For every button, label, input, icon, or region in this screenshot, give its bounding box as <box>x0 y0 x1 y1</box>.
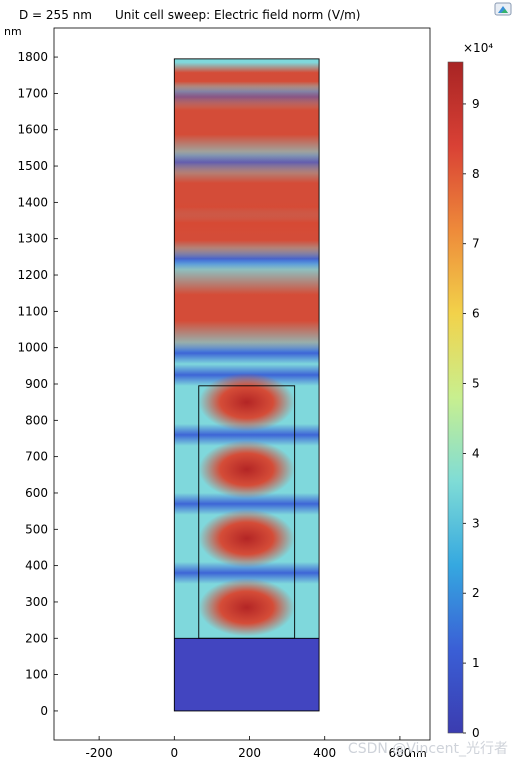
field-node <box>174 561 320 584</box>
colorbar-tick-label: 4 <box>472 446 480 460</box>
field-node <box>174 492 320 515</box>
colorbar-tick-label: 6 <box>472 307 480 321</box>
watermark: CSDN @Vincent_光行者 <box>347 741 508 757</box>
y-tick-label: 1700 <box>17 86 48 100</box>
field-band <box>174 202 320 261</box>
y-tick-label: 600 <box>25 486 48 500</box>
y-tick-label: 500 <box>25 522 48 536</box>
x-tick-label: 400 <box>313 746 336 760</box>
y-tick-label: 300 <box>25 595 48 609</box>
x-tick-label: 200 <box>238 746 261 760</box>
y-tick-label: 1600 <box>17 123 48 137</box>
plot-title: Unit cell sweep: Electric field norm (V/… <box>115 8 361 22</box>
parameter-label: D = 255 nm <box>19 8 92 22</box>
colorbar-tick-label: 7 <box>472 237 480 251</box>
colorbar-gradient <box>447 61 464 734</box>
field-hotspot <box>198 509 295 568</box>
y-tick-label: 1500 <box>17 159 48 173</box>
zoom-extents-icon[interactable] <box>494 2 512 16</box>
x-axis-unit: nm <box>409 747 427 760</box>
colorbar-tick-label: 3 <box>472 516 480 530</box>
colorbar-tick-label: 1 <box>472 656 480 670</box>
colorbar-multiplier: ×10⁴ <box>463 41 493 55</box>
x-tick-label: 600 <box>388 746 411 760</box>
y-tick-label: 0 <box>40 704 48 718</box>
y-tick-label: 1800 <box>17 50 48 64</box>
x-tick-label: -200 <box>86 746 113 760</box>
axes: 0 100 200 300 400 500 600 700 800 900 1000 1100 1200… <box>4 25 431 760</box>
colorbar-tick-label: 8 <box>472 167 480 181</box>
substrate-region <box>174 638 320 711</box>
y-tick-label: 100 <box>25 668 48 682</box>
field-node <box>174 423 320 446</box>
field-hotspot <box>198 578 295 637</box>
y-tick-label: 200 <box>25 631 48 645</box>
y-tick-label: 1300 <box>17 232 48 246</box>
field-band <box>174 82 320 163</box>
y-tick-label: 800 <box>25 413 48 427</box>
colorbar-tick-label: 0 <box>472 726 480 740</box>
pillar-outline <box>198 385 296 639</box>
field-band <box>174 264 320 352</box>
domain-outline <box>173 58 320 712</box>
y-tick-label: 1200 <box>17 268 48 282</box>
geometry-outline <box>173 58 320 712</box>
y-tick-label: 400 <box>25 559 48 573</box>
colorbar-tick-label: 9 <box>472 97 480 111</box>
y-tick-label: 1400 <box>17 195 48 209</box>
field-map <box>174 58 320 711</box>
y-tick-label: 700 <box>25 450 48 464</box>
colorbar: 0 1 2 3 4 5 6 7 8 9 ×10⁴ <box>447 41 493 740</box>
colorbar-tick-label: 2 <box>472 586 480 600</box>
field-hotspot <box>198 440 295 499</box>
colorbar-tick-label: 5 <box>472 377 480 391</box>
field-hotspot <box>198 373 295 432</box>
y-tick-label: 1000 <box>17 341 48 355</box>
y-tick-label: 900 <box>25 377 48 391</box>
x-tick-label: 0 <box>170 746 178 760</box>
y-axis-unit: nm <box>4 25 22 38</box>
y-tick-label: 1100 <box>17 304 48 318</box>
